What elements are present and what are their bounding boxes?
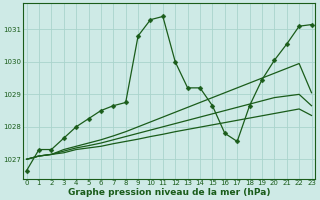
X-axis label: Graphe pression niveau de la mer (hPa): Graphe pression niveau de la mer (hPa) xyxy=(68,188,270,197)
